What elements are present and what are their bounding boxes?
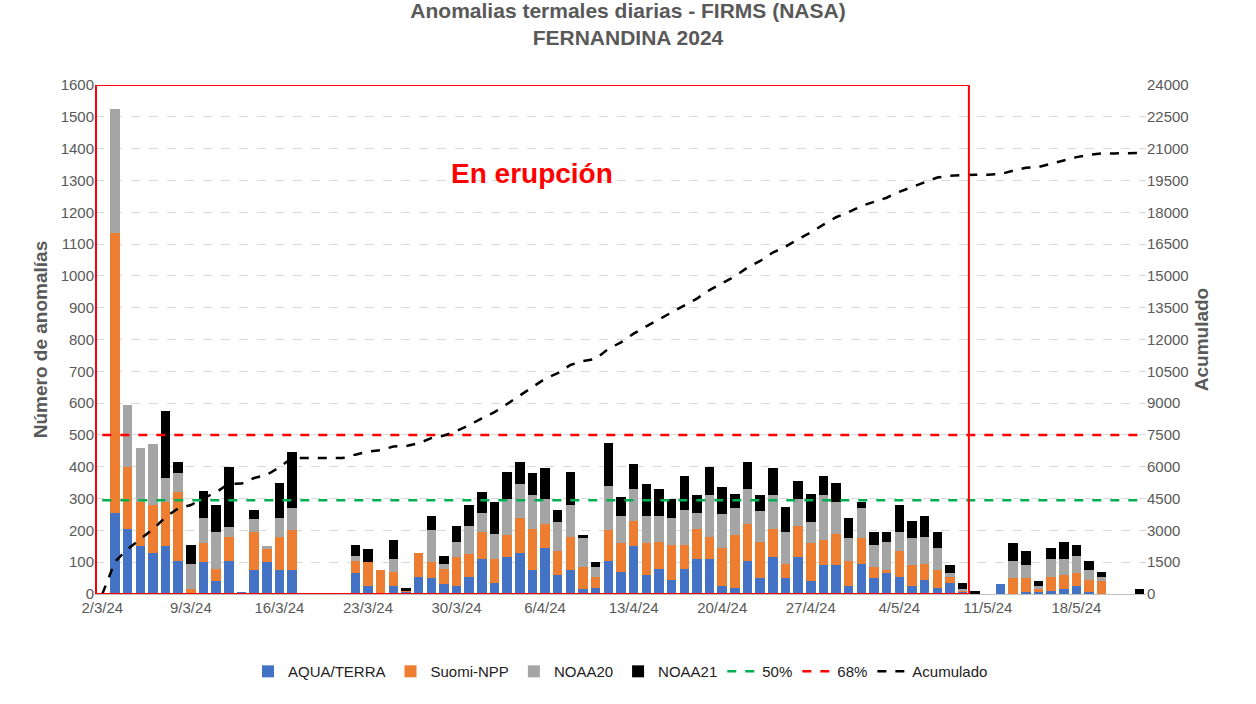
svg-text:400: 400 [69,458,94,475]
svg-text:11/5/24: 11/5/24 [963,599,1012,616]
svg-text:27/4/24: 27/4/24 [786,599,836,616]
svg-text:24000: 24000 [1147,76,1189,93]
svg-text:4500: 4500 [1147,490,1180,507]
svg-text:68%: 68% [837,663,867,680]
svg-text:Número de anomalías: Número de anomalías [30,241,51,438]
svg-text:3000: 3000 [1147,522,1180,539]
svg-text:1100: 1100 [62,235,94,252]
svg-text:1600: 1600 [61,76,94,93]
svg-text:19500: 19500 [1147,172,1189,189]
svg-text:200: 200 [69,522,94,539]
svg-text:13500: 13500 [1147,299,1189,316]
svg-text:0: 0 [1147,585,1155,602]
svg-text:2/3/24: 2/3/24 [81,599,123,616]
svg-text:15000: 15000 [1147,267,1189,284]
svg-text:Acumulado: Acumulado [1191,288,1212,391]
svg-text:1000: 1000 [61,267,94,284]
svg-text:21000: 21000 [1147,140,1189,157]
svg-text:10500: 10500 [1147,363,1189,380]
svg-text:1200: 1200 [61,204,94,221]
svg-text:18000: 18000 [1147,204,1189,221]
svg-text:16500: 16500 [1147,235,1189,252]
svg-text:Suomi-NPP: Suomi-NPP [431,663,509,680]
svg-text:100: 100 [69,553,94,570]
svg-text:1300: 1300 [61,172,94,189]
svg-text:18/5/24: 18/5/24 [1051,599,1101,616]
svg-text:Anomalias termales diarias - F: Anomalias termales diarias - FIRMS (NASA… [410,0,845,49]
svg-text:7500: 7500 [1147,426,1180,443]
svg-text:9/3/24: 9/3/24 [170,599,212,616]
svg-text:900: 900 [69,299,94,316]
svg-text:300: 300 [69,490,94,507]
svg-text:12000: 12000 [1147,331,1189,348]
svg-text:NOAA20: NOAA20 [554,663,613,680]
svg-text:9000: 9000 [1147,394,1180,411]
svg-text:50%: 50% [762,663,792,680]
svg-text:1500: 1500 [1147,553,1180,570]
svg-text:1400: 1400 [61,140,94,157]
svg-text:800: 800 [69,331,94,348]
svg-text:22500: 22500 [1147,108,1189,125]
svg-text:6/4/24: 6/4/24 [524,599,566,616]
svg-text:NOAA21: NOAA21 [658,663,717,680]
svg-text:500: 500 [69,426,94,443]
svg-text:0: 0 [86,585,94,602]
svg-text:13/4/24: 13/4/24 [609,599,659,616]
svg-text:4/5/24: 4/5/24 [878,599,920,616]
svg-text:600: 600 [69,394,94,411]
svg-text:700: 700 [69,363,94,380]
svg-text:En erupción: En erupción [451,158,613,189]
svg-text:AQUA/TERRA: AQUA/TERRA [288,663,386,680]
svg-text:Acumulado: Acumulado [912,663,987,680]
svg-text:6000: 6000 [1147,458,1180,475]
svg-text:23/3/24: 23/3/24 [343,599,393,616]
svg-text:1500: 1500 [61,108,94,125]
svg-text:30/3/24: 30/3/24 [432,599,482,616]
svg-text:20/4/24: 20/4/24 [697,599,747,616]
svg-text:16/3/24: 16/3/24 [254,599,304,616]
